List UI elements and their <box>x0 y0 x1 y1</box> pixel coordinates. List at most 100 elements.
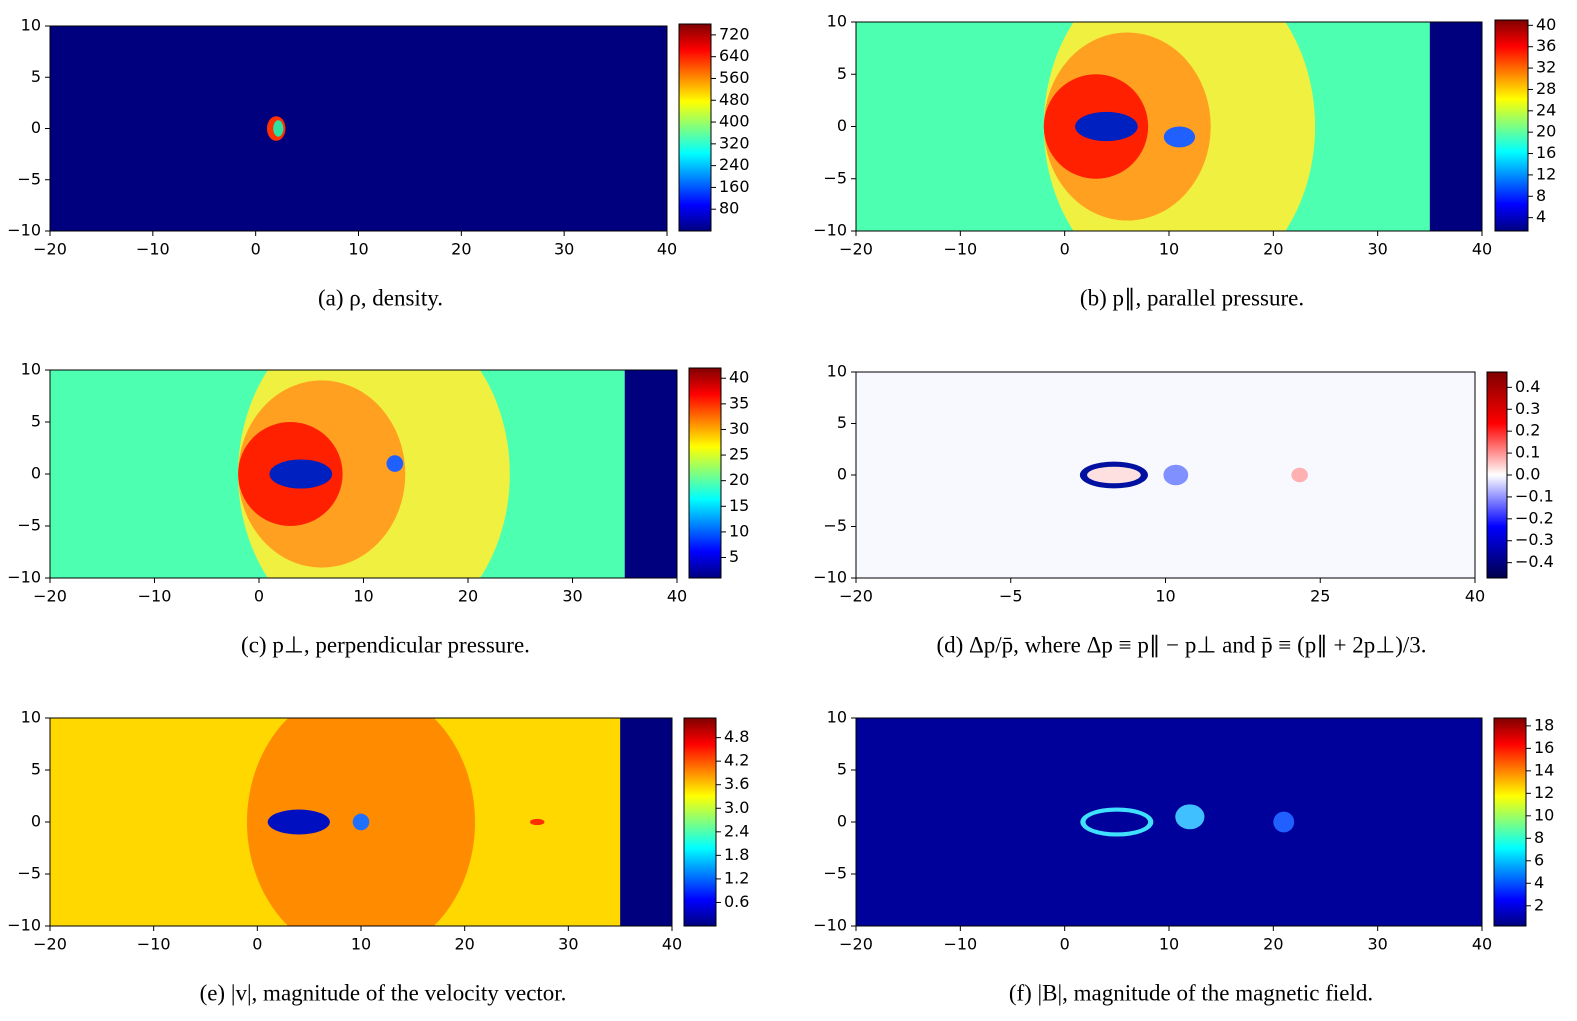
caption: (b) p∥, parallel pressure. <box>1080 285 1304 310</box>
colorbar-tick-label: 24 <box>1536 100 1556 119</box>
x-tick-label: 10 <box>348 240 368 259</box>
field-feature <box>352 813 370 831</box>
x-tick-label: 10 <box>353 587 373 606</box>
colorbar-tick-label: 35 <box>729 393 749 412</box>
field-feature <box>1163 126 1196 148</box>
field-background <box>50 26 667 231</box>
y-tick-label: −10 <box>7 221 41 240</box>
x-tick-label: −10 <box>943 240 977 259</box>
y-tick-label: −10 <box>7 916 41 935</box>
colorbar-tick-label: 0.3 <box>1515 399 1540 418</box>
y-tick-label: −5 <box>823 516 847 535</box>
x-tick-label: 30 <box>1367 935 1387 954</box>
x-tick-label: 40 <box>1472 935 1492 954</box>
colorbar-tick-label: 1.2 <box>724 868 749 887</box>
field-background <box>856 718 1482 926</box>
x-tick-label: 10 <box>1155 587 1175 606</box>
x-tick-label: 30 <box>1367 240 1387 259</box>
colorbar-tick-label: 14 <box>1534 760 1554 779</box>
heatmap-field <box>50 370 677 578</box>
x-tick-label: 0 <box>252 935 262 954</box>
x-tick-label: 40 <box>667 587 687 606</box>
x-tick-label: 40 <box>657 240 677 259</box>
x-tick-label: 30 <box>558 935 578 954</box>
y-tick-label: 10 <box>827 12 847 31</box>
x-tick-label: 0 <box>254 587 264 606</box>
colorbar <box>1494 19 1529 232</box>
colorbar-tick-label: 240 <box>719 155 750 174</box>
colorbar-tick-label: 560 <box>719 68 750 87</box>
field-feature <box>529 818 545 826</box>
x-tick-label: 25 <box>1310 587 1330 606</box>
y-tick-label: −10 <box>813 221 847 240</box>
colorbar-tick-label: 25 <box>729 445 749 464</box>
colorbar-tick-label: 15 <box>729 496 749 515</box>
colorbar-tick-label: 2.4 <box>724 821 749 840</box>
colorbar-tick-label: 6 <box>1534 850 1544 869</box>
y-tick-label: 10 <box>827 362 847 381</box>
x-tick-label: 20 <box>451 240 471 259</box>
colorbar-tick-label: 720 <box>719 24 750 43</box>
colorbar <box>678 23 712 232</box>
x-tick-label: −20 <box>839 240 873 259</box>
y-tick-label: 5 <box>31 67 41 86</box>
colorbar-tick-label: 18 <box>1534 715 1554 734</box>
heatmap-field <box>856 372 1475 578</box>
field-feature <box>620 718 672 926</box>
colorbar-tick-label: 4.8 <box>724 727 749 746</box>
panel: −20 −10 0 10 20 30 40−10−50510510152025303540(… <box>7 360 749 658</box>
colorbar-tick-label: 40 <box>729 368 749 387</box>
x-tick-label: 20 <box>458 587 478 606</box>
y-tick-label: −5 <box>823 864 847 883</box>
x-tick-label: 40 <box>1472 240 1492 259</box>
field-feature <box>273 120 284 137</box>
y-tick-label: 0 <box>837 465 847 484</box>
y-tick-label: 5 <box>837 64 847 83</box>
colorbar <box>683 717 717 927</box>
colorbar-tick-label: 36 <box>1536 36 1556 55</box>
colorbar-tick-label: −0.2 <box>1515 508 1554 527</box>
x-tick-label: 20 <box>454 935 474 954</box>
x-tick-label: 0 <box>1060 935 1070 954</box>
x-tick-label: 40 <box>1465 587 1485 606</box>
colorbar-tick-label: 30 <box>729 419 749 438</box>
y-tick-label: 10 <box>827 708 847 727</box>
x-tick-label: −10 <box>943 935 977 954</box>
colorbar-tick-label: 0.6 <box>724 892 749 911</box>
colorbar-tick-label: 40 <box>1536 15 1556 34</box>
colorbar-tick-label: 5 <box>729 547 739 566</box>
colorbar-tick-label: 16 <box>1536 143 1556 162</box>
x-tick-label: 0 <box>1060 240 1070 259</box>
x-tick-label: 20 <box>1263 240 1283 259</box>
colorbar <box>688 367 722 579</box>
panel: −20 −10 0 10 20 30 40−10−5051024681012141618(f… <box>813 708 1554 1006</box>
x-tick-label: −10 <box>138 587 172 606</box>
colorbar-tick-label: 16 <box>1534 738 1554 757</box>
y-tick-label: 5 <box>31 760 41 779</box>
heatmap-field <box>856 22 1482 231</box>
colorbar-tick-label: 0.2 <box>1515 421 1540 440</box>
field-feature <box>1085 811 1149 833</box>
colorbar-tick-label: 160 <box>719 177 750 196</box>
colorbar-tick-label: 20 <box>729 470 749 489</box>
x-tick-label: 20 <box>1263 935 1283 954</box>
x-tick-label: −10 <box>136 240 170 259</box>
y-tick-label: 5 <box>31 412 41 431</box>
x-tick-label: 30 <box>554 240 574 259</box>
y-tick-label: 5 <box>837 413 847 432</box>
y-tick-label: −10 <box>7 568 41 587</box>
y-tick-label: 10 <box>21 16 41 35</box>
y-tick-label: −5 <box>17 169 41 188</box>
colorbar-tick-label: 8 <box>1536 186 1546 205</box>
y-tick-label: −10 <box>813 568 847 587</box>
heatmap-field <box>50 26 667 231</box>
caption: (d) Δp/p̄, where Δp ≡ p∥ − p⊥ and p̄ ≡ (… <box>936 632 1426 657</box>
colorbar <box>1486 371 1508 579</box>
field-feature <box>267 809 330 835</box>
panel: −20 −10 0 10 20 30 40−10−505104812162024283236… <box>813 12 1556 311</box>
colorbar-tick-label: −0.1 <box>1515 486 1554 505</box>
colorbar-tick-label: 0.0 <box>1515 465 1540 484</box>
x-tick-label: 0 <box>251 240 261 259</box>
y-tick-label: −10 <box>813 916 847 935</box>
colorbar-tick-label: 480 <box>719 90 750 109</box>
